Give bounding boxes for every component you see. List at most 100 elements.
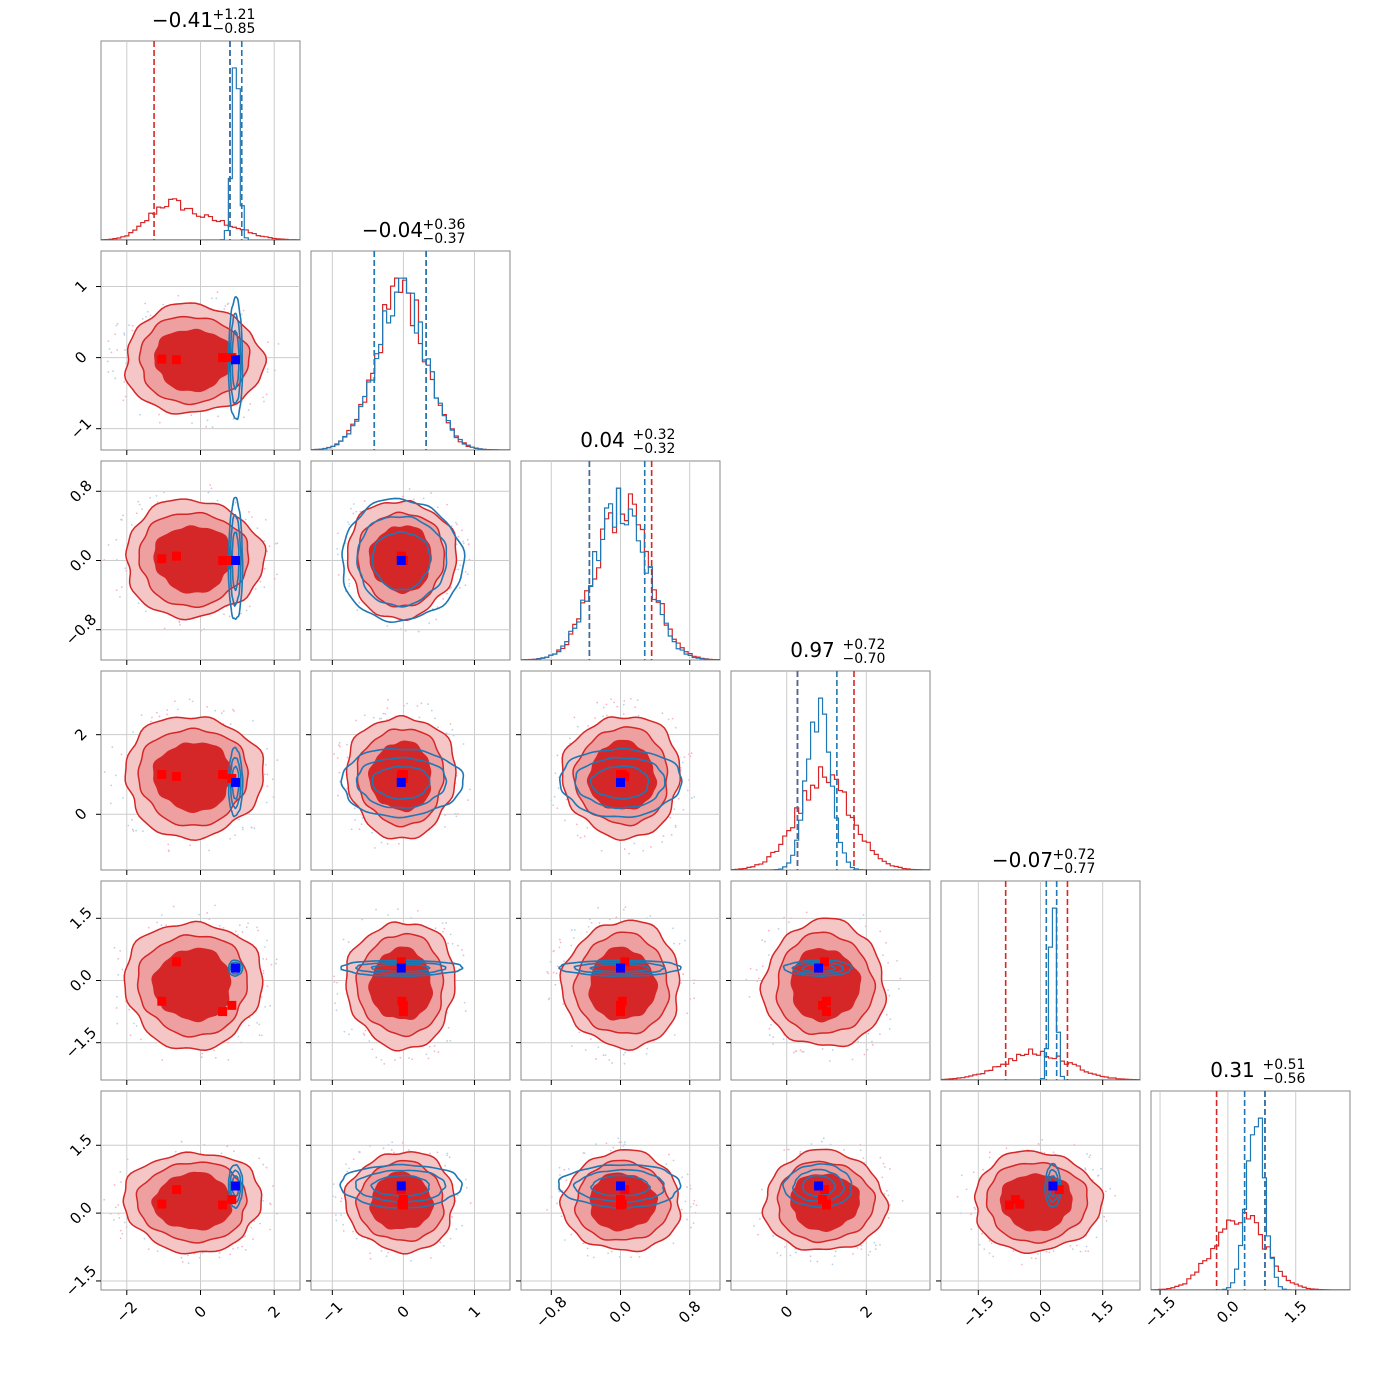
scatter-dot [181, 1261, 184, 1263]
y-tick-label: −0.8 [62, 610, 100, 648]
title-plus: +0.72 [1053, 847, 1096, 863]
scatter-dot [172, 905, 175, 908]
scatter-dot [387, 1251, 390, 1254]
scatter-dot [146, 310, 149, 313]
scatter-dot [1100, 1167, 1103, 1170]
blue-contour [356, 515, 448, 608]
red-histogram-5 [1151, 1212, 1350, 1290]
scatter-dot [380, 1059, 383, 1061]
scatter-dot [276, 573, 278, 576]
x-tick-label: 0.0 [1026, 1297, 1056, 1327]
x-tick-label: 0 [394, 1302, 413, 1321]
red-contour-inner [151, 947, 232, 1023]
scatter-dot [107, 371, 110, 373]
scatter-dot [552, 971, 555, 974]
scatter-dot [222, 710, 225, 712]
scatter-dot [887, 961, 889, 964]
scatter-dot [683, 756, 686, 759]
scatter-dot [205, 425, 208, 428]
scatter-dot [272, 796, 275, 799]
scatter-dot [115, 538, 118, 541]
panel-1-0: −1 0 1 [67, 250, 301, 455]
scatter-dot [623, 1062, 626, 1065]
scatter-dot [422, 497, 425, 500]
scatter-dot [693, 979, 696, 982]
scatter-dot [897, 987, 900, 990]
scatter-dot [276, 759, 279, 761]
scatter-dot [1041, 1138, 1044, 1141]
scatter-dot [249, 403, 252, 405]
scatter-dot [546, 970, 549, 973]
scatter-dot [673, 1034, 676, 1036]
scatter-dot [462, 954, 465, 957]
scatter-dot [263, 567, 266, 570]
scatter-dot [879, 930, 882, 933]
scatter-dot [229, 837, 231, 840]
blue-contour [802, 1174, 837, 1197]
scatter-dot [446, 503, 448, 506]
scatter-dot [558, 1190, 561, 1193]
scatter-dot [276, 1212, 278, 1215]
red-point-marker [227, 1000, 237, 1010]
scatter-dot [1037, 1253, 1039, 1255]
scatter-dot [220, 1152, 223, 1155]
scatter-dot [386, 707, 389, 710]
scatter-dot [455, 1228, 458, 1230]
scatter-dot [198, 913, 200, 916]
scatter-dot [270, 963, 273, 966]
title-minus: −0.32 [633, 441, 676, 457]
scatter-dot [158, 413, 160, 416]
scatter-dot [120, 518, 122, 521]
scatter-dot [382, 1147, 385, 1150]
scatter-dot [348, 1167, 351, 1170]
scatter-dot [244, 1235, 246, 1238]
scatter-dot [359, 510, 362, 513]
scatter-dot [887, 1216, 890, 1219]
scatter-dot [131, 828, 134, 831]
scatter-dot [241, 1245, 244, 1248]
scatter-dot [116, 322, 119, 325]
scatter-dot [410, 1259, 412, 1262]
scatter-dot [338, 771, 341, 774]
blue-contour [589, 963, 650, 973]
scatter-dot [373, 847, 376, 849]
scatter-dot [266, 939, 268, 942]
scatter-dot [590, 921, 593, 924]
scatter-dot [622, 1144, 625, 1147]
scatter-dot [681, 1176, 684, 1179]
scatter-dot [1088, 1156, 1091, 1159]
scatter-dot [770, 1023, 773, 1026]
scatter-dot [671, 717, 674, 720]
scatter-dot [693, 982, 695, 985]
scatter-dot [165, 924, 167, 927]
scatter-dot [777, 927, 780, 930]
scatter-dot [690, 797, 693, 799]
y-tick-label: 2 [71, 725, 90, 744]
scatter-dot [450, 525, 453, 528]
scatter-dot [565, 798, 568, 801]
scatter-dot [881, 954, 884, 956]
scatter-dot [266, 747, 269, 750]
scatter-dot [403, 704, 405, 707]
scatter-dot [140, 714, 143, 717]
scatter-dot [1034, 1257, 1037, 1260]
scatter-dot [434, 717, 436, 720]
scatter-dot [612, 1146, 615, 1149]
scatter-dot [233, 1150, 235, 1153]
scatter-dot [232, 708, 234, 711]
scatter-dot [757, 977, 760, 980]
scatter-dot [353, 807, 356, 810]
scatter-dot [457, 535, 460, 538]
blue-histogram-1 [311, 277, 510, 450]
scatter-dot [387, 914, 390, 916]
scatter-dot [1092, 1168, 1094, 1171]
scatter-dot [120, 1181, 122, 1183]
scatter-dot [334, 1196, 337, 1198]
blue-point-marker [396, 963, 406, 973]
x-tick-label: 0.0 [606, 1297, 636, 1327]
scatter-dot [608, 918, 611, 921]
scatter-dot [162, 303, 165, 306]
scatter-dot [265, 393, 268, 396]
scatter-dot [115, 558, 118, 561]
scatter-dot [441, 922, 444, 925]
